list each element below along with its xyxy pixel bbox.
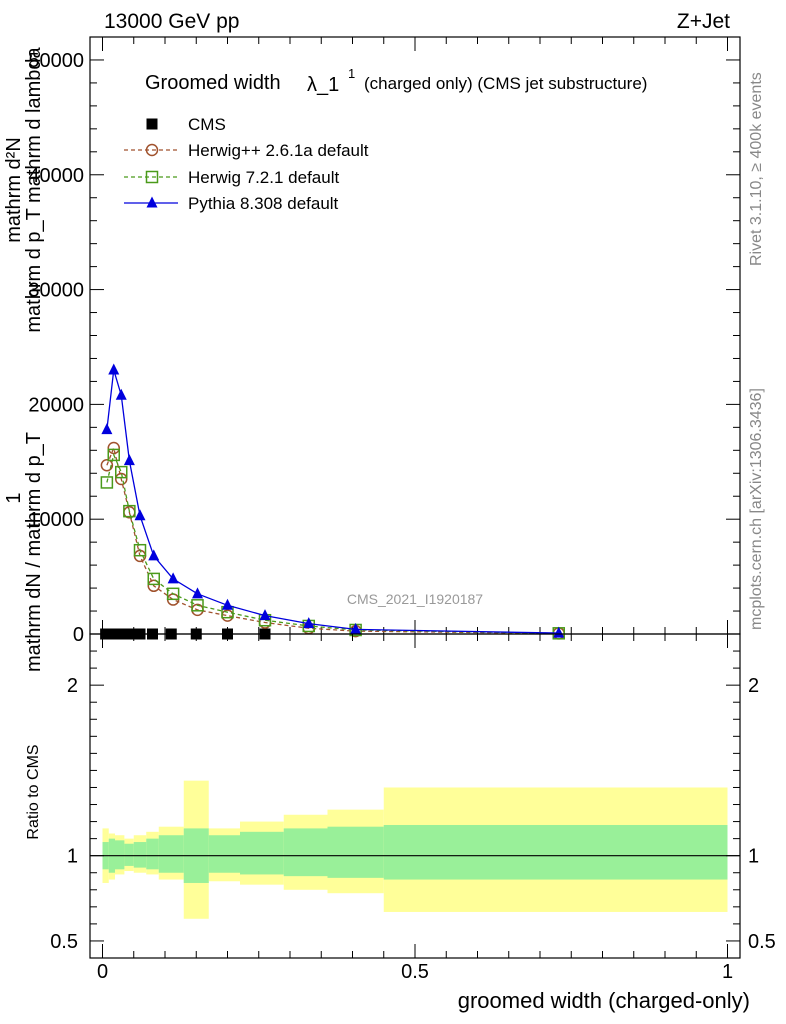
series-line <box>106 452 559 634</box>
series-herwig-7-2-1-default <box>100 448 565 640</box>
data-point <box>166 587 180 601</box>
y-tick-label: 40000 <box>28 165 84 187</box>
header-energy: 13000 GeV pp <box>104 10 239 33</box>
legend-label: Herwig++ 2.6.1a default <box>188 141 369 160</box>
data-point <box>100 458 114 472</box>
data-point <box>148 549 160 561</box>
ratio-y-tick-label-right: 2 <box>748 675 759 697</box>
ylabel-numerator: mathrm d²N <box>3 137 25 243</box>
legend-label: Pythia 8.308 default <box>188 194 339 213</box>
ratio-y-tick-label-right: 1 <box>748 846 759 868</box>
data-point <box>115 388 127 400</box>
data-point <box>115 472 128 486</box>
inner-band-bin <box>124 843 134 866</box>
ylabel-denominator: mathrm d p_T mathrm d lambda <box>23 46 45 332</box>
data-point <box>123 454 135 466</box>
data-point <box>350 622 362 634</box>
title-main: Groomed width <box>145 72 281 94</box>
ratio-y-tick-label: 0.5 <box>50 931 78 953</box>
title-sup: 1 <box>348 66 355 81</box>
y-tick-label: 50000 <box>28 50 84 72</box>
x-tick-label: 1 <box>722 961 733 983</box>
legend-marker <box>146 118 158 130</box>
data-point <box>192 587 203 599</box>
data-point <box>101 423 113 435</box>
title-suffix: (charged only) (CMS jet substructure) <box>364 74 647 93</box>
legend-label: CMS <box>188 115 226 134</box>
legend-label: Herwig 7.2.1 default <box>188 168 339 187</box>
data-point <box>147 579 160 593</box>
inner-band-bin <box>208 835 240 873</box>
ratio-y-tick-label-right: 0.5 <box>748 931 776 953</box>
xlabel: groomed width (charged-only) <box>458 988 750 1013</box>
y-tick-label: 0 <box>73 624 84 646</box>
ratio-y-tick-label: 2 <box>67 675 78 697</box>
rivet-label: Rivet 3.1.10, ≥ 400k events <box>748 72 765 266</box>
ratio-ylabel: Ratio to CMS <box>25 744 42 839</box>
legend: CMS Herwig++ 2.6.1a default Herwig 7.2.1 d… <box>124 115 369 213</box>
main-ylabel: 1 mathrm dN / mathrm d p_T mathrm d²N ma… <box>3 46 45 672</box>
main-panel: 0 10000 20000 30000 40000 50000 <box>28 36 741 646</box>
data-point <box>107 448 120 462</box>
plot-title: Groomed width λ_1 1 (charged only) (CMS … <box>145 66 647 96</box>
mcplots-label: mcplots.cern.ch [arXiv:1306.3436] <box>748 388 765 630</box>
ylabel-prefix-num: 1 <box>3 492 25 503</box>
data-point <box>167 572 179 584</box>
legend-marker <box>146 196 158 208</box>
ratio-y-tick-label: 1 <box>67 846 78 868</box>
header-process: Z+Jet <box>677 10 730 33</box>
inner-band-bin <box>158 835 184 873</box>
data-point <box>259 609 271 621</box>
title-lambda: λ_1 <box>307 74 339 96</box>
data-point <box>100 476 114 489</box>
inner-band-bin <box>383 824 728 880</box>
inner-band-bin <box>327 826 384 878</box>
data-point <box>133 543 147 557</box>
ratio-panel: 0 0.5 1 0.5 0.5 1 1 2 2 <box>50 633 776 983</box>
ylabel-prefix-den: mathrm dN / mathrm d p_T <box>23 432 45 672</box>
data-point <box>115 465 128 479</box>
data-point <box>553 626 565 638</box>
x-tick-label: 0.5 <box>401 961 429 983</box>
inner-band-bin <box>240 831 284 875</box>
inner-band-bin <box>133 842 147 868</box>
data-point <box>123 504 136 518</box>
data-point <box>222 598 233 610</box>
x-tick-label: 0 <box>97 961 108 983</box>
data-point <box>107 441 120 455</box>
inner-band-bin <box>146 838 159 870</box>
series-pythia-8-308-default <box>101 363 565 638</box>
y-tick-label: 30000 <box>28 280 84 302</box>
y-tick-label: 10000 <box>28 509 84 531</box>
data-point <box>134 509 146 521</box>
data-point <box>108 363 120 375</box>
data-point <box>147 572 160 586</box>
y-tick-label: 20000 <box>28 394 84 416</box>
data-point <box>303 617 315 629</box>
legend-marker <box>145 143 159 157</box>
watermark: CMS_2021_I1920187 <box>347 591 483 607</box>
series-line <box>106 445 559 635</box>
inner-band-bin <box>115 840 125 870</box>
inner-band-bin <box>283 828 328 877</box>
series-herwig-2-6-1a-default <box>100 441 565 640</box>
data-point <box>191 599 204 612</box>
legend-marker <box>145 170 159 184</box>
